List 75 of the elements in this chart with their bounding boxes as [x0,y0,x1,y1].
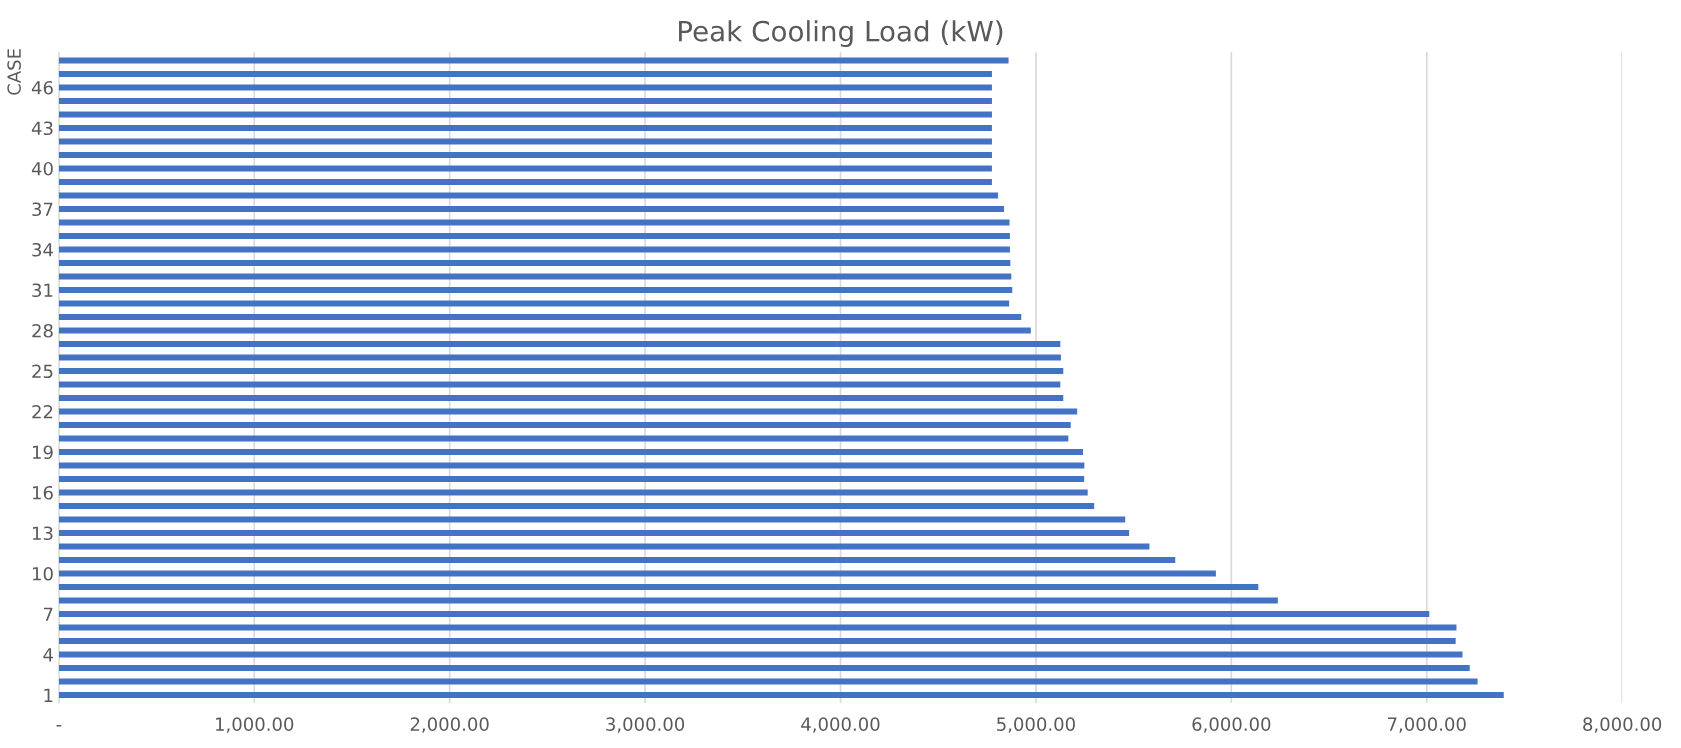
y-tick-label: 4 [43,648,53,662]
y-tick-label: 31 [32,283,53,298]
bar [58,205,1005,213]
y-tick-label: 1 [44,688,53,702]
y-tick-label: 7 [43,607,53,621]
bar [58,543,1150,550]
bar [58,556,1176,564]
bar [58,367,1064,375]
bar [58,219,1010,226]
bar [58,408,1078,415]
bar [58,489,1088,496]
y-tick-label: 22 [32,404,53,419]
x-tick-label: 7,000.00 [1388,717,1466,733]
bar [58,70,992,77]
bar [58,151,992,159]
y-tick-label: 40 [31,161,53,176]
bar [58,340,1061,348]
bar [58,381,1061,388]
x-tick-label: 6,000.00 [1192,717,1271,733]
bar [58,232,1010,240]
bar [58,259,1011,267]
y-tick-label: 28 [32,323,53,338]
bar [58,583,1259,591]
bar [58,597,1278,604]
bar [58,610,1430,618]
bar [58,394,1064,402]
bar [58,651,1463,658]
bar [58,691,1504,699]
x-tick-label: 3,000.00 [606,717,685,733]
bar [58,84,992,91]
bar [58,286,1013,294]
x-tick-label: 1,000.00 [216,717,294,733]
bar [58,516,1126,523]
bar [58,178,992,186]
y-tick-label: 16 [32,485,53,500]
y-tick-label: 34 [32,242,53,257]
bar [58,300,1010,307]
bar [58,664,1470,672]
bar [58,529,1130,537]
bar [58,273,1012,280]
x-tick-label: - [56,725,62,727]
bar [58,570,1216,577]
x-tick-label: 4,000.00 [801,717,880,733]
y-tick-label: 25 [32,364,53,379]
y-tick-label: 37 [32,202,53,217]
y-tick-label: 19 [32,445,53,460]
bar [58,475,1085,483]
bar [58,57,1009,64]
bar [58,165,992,172]
y-tick-label: 13 [32,526,53,541]
y-tick-label: 43 [31,121,53,136]
bar [58,462,1085,469]
y-tick-label: 46 [31,80,53,95]
bar [58,448,1084,456]
bar [58,637,1456,645]
bar [58,327,1031,334]
x-tick-label: 5,000.00 [997,717,1075,733]
bar [58,138,992,145]
bar [58,502,1095,510]
x-tick-label: 2,000.00 [410,717,489,733]
bar [58,678,1478,685]
y-axis-title: CASE [7,49,21,95]
bar [58,111,992,118]
bar [58,313,1022,321]
bar [58,192,999,199]
x-tick-label: 8,000.00 [1583,717,1662,733]
chart-title: Peak Cooling Load (kW) [679,20,1003,48]
bar [58,97,992,104]
bar [58,246,1010,253]
bar [58,354,1061,361]
y-tick-label: 10 [32,566,53,581]
bar [58,124,992,131]
bar [58,624,1457,631]
bar [58,435,1069,442]
bar [58,421,1071,429]
